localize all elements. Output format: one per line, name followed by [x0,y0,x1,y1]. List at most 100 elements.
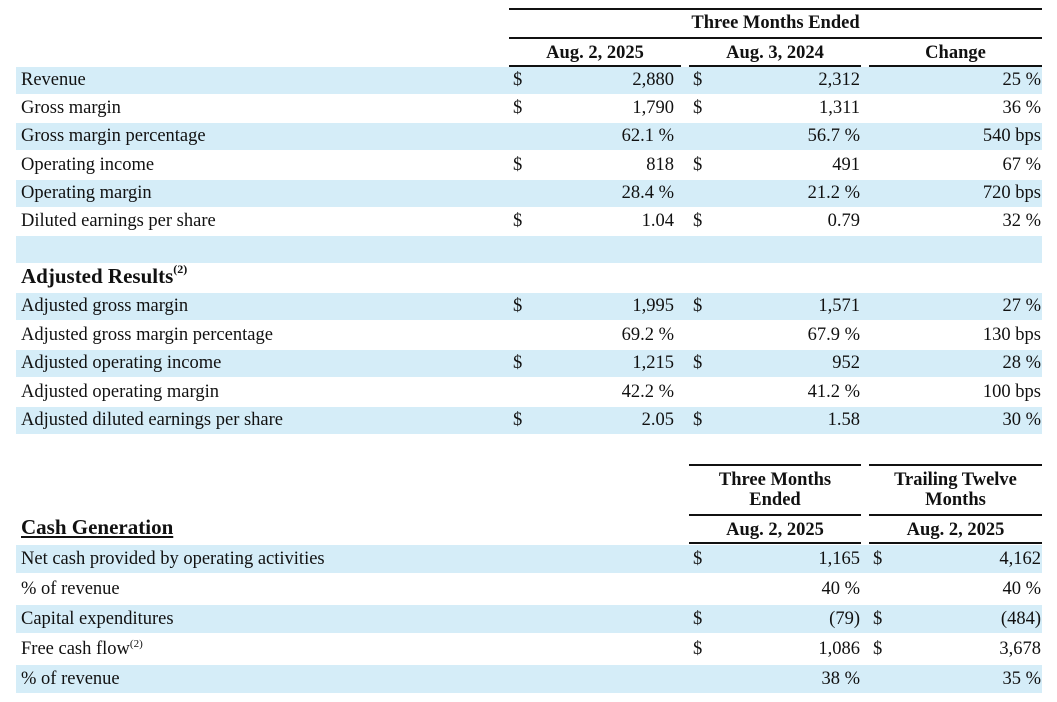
value-aug-3-2024: 0.79 [827,211,860,231]
row-label-text: Capital expenditures [21,609,174,629]
row-label-text: % of revenue [21,579,120,599]
row-label-text: % of revenue [21,669,120,689]
currency-symbol: $ [513,211,523,231]
value-three-months: 1,086 [818,639,860,659]
value-aug-2-2025: 818 [646,154,674,175]
adjusted-row: Adjusted diluted earnings per share $2.05… [16,407,1042,434]
value-change: 100 bps [982,381,1041,402]
currency-symbol [513,180,533,207]
value-change: 28 % [1002,353,1041,373]
currency-symbol: $ [693,154,703,175]
currency-symbol: $ [873,609,883,629]
row-label: Gross margin [21,98,121,119]
currency-symbol [693,180,713,207]
value-aug-3-2024: 1,311 [819,98,860,119]
value-aug-2-2025: 1,215 [632,353,674,373]
value-aug-2-2025: 42.2 % [621,381,674,402]
value-aug-3-2024: 1,571 [818,296,860,316]
column-header-aug-2-2025: Aug. 2, 2025 [546,43,644,63]
value-change: 30 % [1002,410,1041,430]
currency-symbol [693,322,713,349]
cash-col-b-date: Aug. 2, 2025 [906,520,1005,540]
value-aug-3-2024: 2,312 [818,70,860,90]
row-label: Gross margin percentage [21,126,206,147]
adjusted-results-title: Adjusted Results(2) [21,263,187,289]
currency-symbol: $ [513,98,523,119]
value-three-months: 38 % [821,669,860,689]
value-trailing-twelve-months: 35 % [1002,669,1041,689]
currency-symbol: $ [513,70,523,90]
value-aug-2-2025: 2.05 [641,410,674,430]
gaap-row: Gross margin percentage 62.1 % 56.7 % 540 b… [16,123,1042,151]
currency-symbol: $ [693,639,703,659]
currency-symbol: $ [873,549,883,569]
spacer-row [16,236,1042,263]
value-change: 67 % [1002,154,1041,175]
currency-symbol [513,322,533,349]
value-aug-3-2024: 67.9 % [807,324,860,345]
cash-generation-title: Cash Generation [21,515,174,539]
row-label: Net cash provided by operating activitie… [21,545,325,573]
row-label: Adjusted operating income [21,353,222,373]
row-label: % of revenue [21,665,120,693]
value-change: 32 % [1002,211,1041,231]
cash-col-a-date: Aug. 2, 2025 [726,520,824,540]
cash-row: % of revenue 38 % 35 % [16,665,1042,693]
row-label: Adjusted operating margin [21,381,219,402]
value-aug-3-2024: 1.58 [827,410,860,430]
column-header-aug-3-2024: Aug. 3, 2024 [726,43,824,63]
row-label-text: Net cash provided by operating activitie… [21,549,325,569]
cash-col-a-header-line2: Ended [749,490,801,510]
col3-underline [869,65,1042,67]
currency-symbol: $ [693,98,703,119]
currency-symbol [693,123,713,150]
gaap-row: Diluted earnings per share $1.04 $0.79 32 % [16,208,1042,235]
value-three-months: 40 % [821,579,860,599]
value-aug-3-2024: 952 [832,353,860,373]
gaap-row: Revenue $2,880 $2,312 25 % [16,67,1042,94]
currency-symbol: $ [513,410,523,430]
value-aug-3-2024: 56.7 % [807,126,860,147]
col2-underline [689,65,861,67]
cash-col-a-top-rule [689,464,861,466]
value-trailing-twelve-months: 40 % [1002,579,1041,599]
value-aug-2-2025: 1.04 [641,211,674,231]
value-trailing-twelve-months: 3,678 [999,639,1041,659]
row-label-text: Free cash flow [21,639,130,659]
adjusted-row: Adjusted operating income $1,215 $952 28 % [16,350,1042,377]
currency-symbol: $ [513,296,523,316]
value-aug-2-2025: 1,790 [632,98,674,119]
cash-row: Capital expenditures $ (79) $ (484) [16,605,1042,633]
value-trailing-twelve-months: 4,162 [999,549,1041,569]
cash-row: Free cash flow(2) $1,086 $3,678 [16,635,1042,663]
row-label: Adjusted gross margin percentage [21,324,273,345]
adjusted-row: Adjusted operating margin 42.2 % 41.2 % 100… [16,379,1042,406]
value-aug-2-2025: 2,880 [632,70,674,90]
cash-col-a-mid-rule [689,514,861,516]
value-change: 540 bps [982,126,1041,147]
cash-col-b-top-rule [869,464,1042,466]
value-three-months: 1,165 [818,549,860,569]
gaap-row: Operating margin 28.4 % 21.2 % 720 bps [16,179,1042,207]
value-change: 720 bps [982,182,1041,203]
row-label: Operating margin [21,182,152,203]
row-label: Diluted earnings per share [21,211,216,231]
cash-col-b-bottom-rule [869,542,1042,544]
cash-col-b-mid-rule [869,514,1042,516]
currency-symbol: $ [693,211,703,231]
gaap-row: Operating income $818 $491 67 % [16,152,1042,179]
currency-symbol: $ [693,609,703,629]
value-change: 27 % [1002,296,1041,316]
value-aug-3-2024: 41.2 % [807,381,860,402]
value-aug-2-2025: 1,995 [632,296,674,316]
value-aug-2-2025: 62.1 % [621,126,674,147]
row-label: Capital expenditures [21,605,174,633]
col1-underline [509,65,681,67]
adjusted-row: Adjusted gross margin percentage 69.2 % 67… [16,322,1042,349]
currency-symbol: $ [513,353,523,373]
cash-col-a-header-line1: Three Months [718,470,832,490]
cash-col-a-bottom-rule [689,542,861,544]
cash-row: % of revenue 40 % 40 % [16,575,1042,603]
currency-symbol [873,665,893,693]
value-aug-2-2025: 28.4 % [621,182,674,203]
